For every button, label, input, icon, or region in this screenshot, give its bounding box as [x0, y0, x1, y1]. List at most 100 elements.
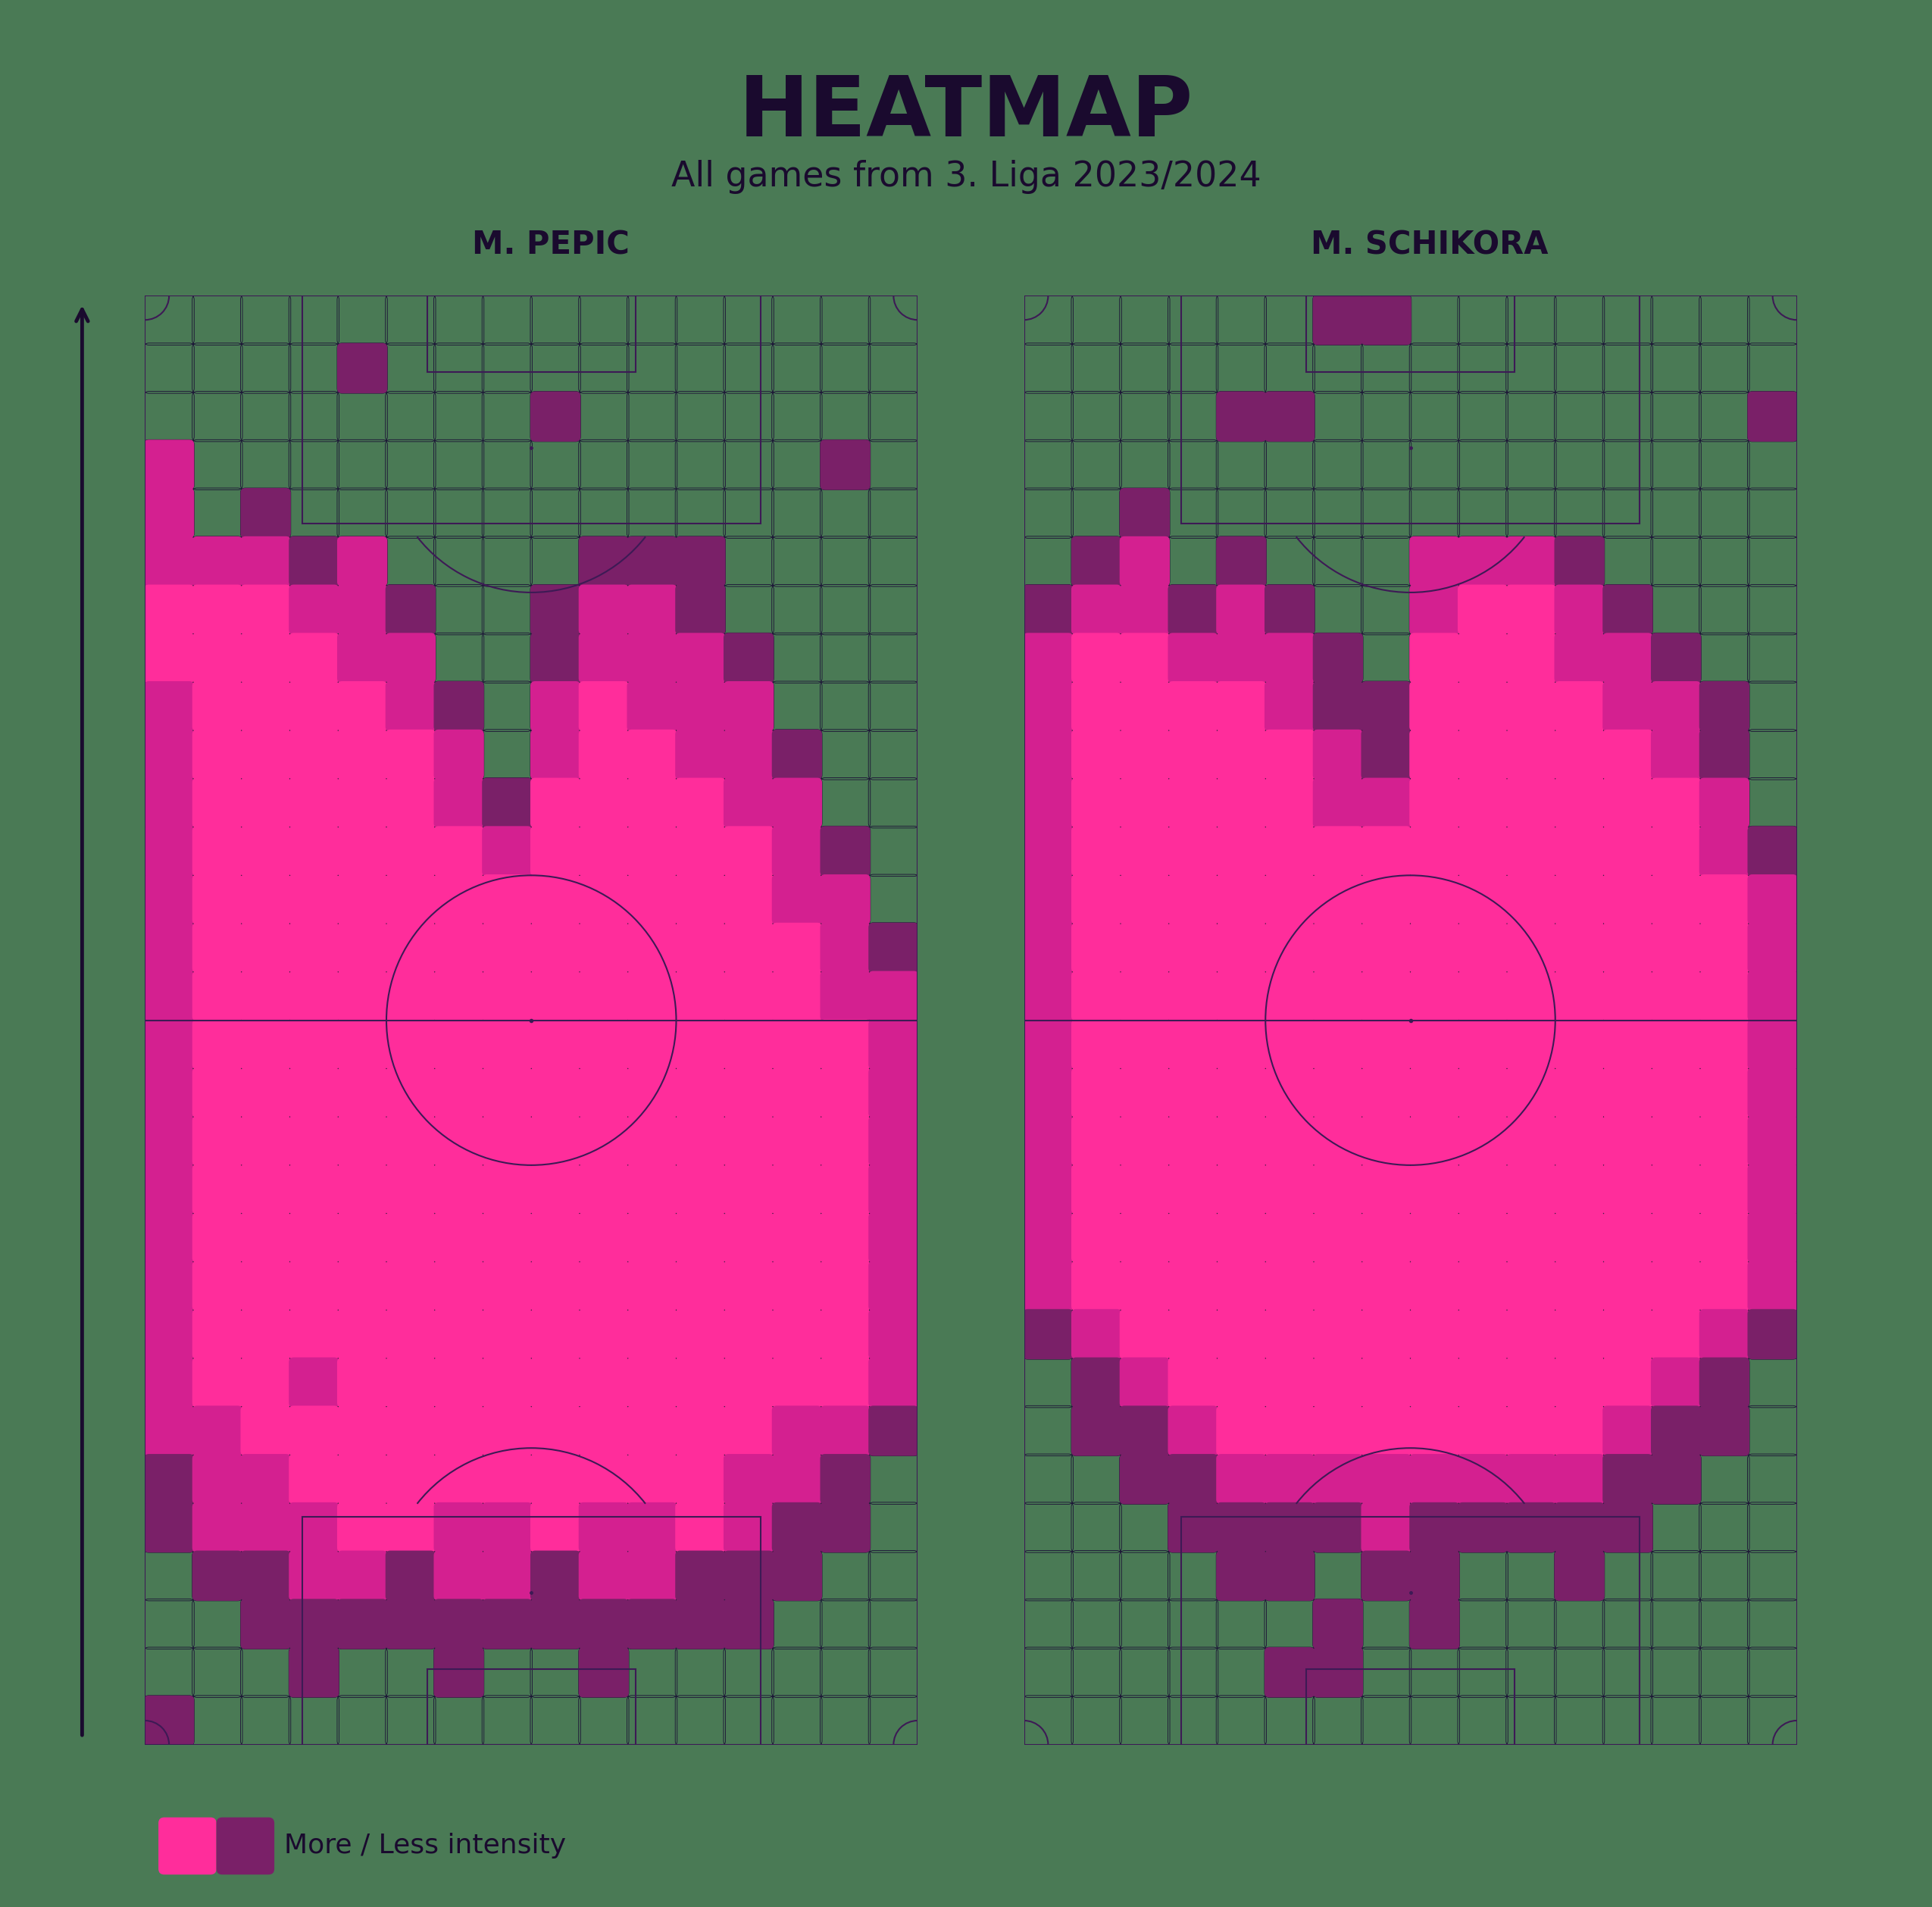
FancyBboxPatch shape	[723, 1163, 773, 1215]
FancyBboxPatch shape	[1167, 1116, 1219, 1165]
FancyBboxPatch shape	[290, 1116, 340, 1165]
FancyBboxPatch shape	[676, 633, 726, 683]
FancyBboxPatch shape	[626, 923, 676, 973]
FancyBboxPatch shape	[290, 1405, 340, 1455]
FancyBboxPatch shape	[1602, 633, 1654, 683]
FancyBboxPatch shape	[143, 1213, 193, 1262]
FancyBboxPatch shape	[676, 536, 726, 587]
FancyBboxPatch shape	[1217, 778, 1267, 828]
FancyBboxPatch shape	[1747, 1018, 1797, 1070]
FancyBboxPatch shape	[1602, 1213, 1654, 1262]
FancyBboxPatch shape	[1264, 1308, 1314, 1360]
FancyBboxPatch shape	[143, 1358, 193, 1407]
FancyBboxPatch shape	[1457, 875, 1507, 925]
FancyBboxPatch shape	[867, 1163, 920, 1215]
Text: M. PEPIC: M. PEPIC	[471, 229, 630, 261]
FancyBboxPatch shape	[1264, 1453, 1314, 1505]
FancyBboxPatch shape	[1360, 1018, 1410, 1070]
FancyBboxPatch shape	[1024, 923, 1074, 973]
FancyBboxPatch shape	[1119, 488, 1171, 538]
FancyBboxPatch shape	[676, 1598, 726, 1650]
FancyBboxPatch shape	[1457, 1018, 1507, 1070]
FancyBboxPatch shape	[723, 1358, 773, 1407]
FancyBboxPatch shape	[1602, 778, 1654, 828]
FancyBboxPatch shape	[1457, 826, 1507, 877]
FancyBboxPatch shape	[433, 730, 483, 780]
FancyBboxPatch shape	[1457, 1213, 1507, 1262]
FancyBboxPatch shape	[1747, 1308, 1797, 1360]
FancyBboxPatch shape	[1408, 826, 1461, 877]
FancyBboxPatch shape	[1408, 971, 1461, 1022]
FancyBboxPatch shape	[1553, 681, 1604, 732]
FancyBboxPatch shape	[336, 1550, 386, 1600]
FancyBboxPatch shape	[290, 1598, 340, 1650]
FancyBboxPatch shape	[386, 1503, 437, 1552]
FancyBboxPatch shape	[1602, 1163, 1654, 1215]
FancyBboxPatch shape	[580, 1453, 628, 1505]
FancyBboxPatch shape	[240, 923, 290, 973]
FancyBboxPatch shape	[240, 1308, 290, 1360]
FancyBboxPatch shape	[1507, 1261, 1557, 1310]
FancyBboxPatch shape	[193, 585, 242, 635]
FancyBboxPatch shape	[1312, 875, 1364, 925]
FancyBboxPatch shape	[193, 875, 242, 925]
FancyBboxPatch shape	[1312, 1453, 1364, 1505]
FancyBboxPatch shape	[819, 1018, 869, 1070]
FancyBboxPatch shape	[819, 1405, 869, 1455]
FancyBboxPatch shape	[529, 730, 580, 780]
FancyBboxPatch shape	[143, 971, 193, 1022]
FancyBboxPatch shape	[1312, 1018, 1364, 1070]
FancyBboxPatch shape	[580, 971, 628, 1022]
FancyBboxPatch shape	[193, 1550, 242, 1600]
FancyBboxPatch shape	[1024, 730, 1074, 780]
FancyBboxPatch shape	[1408, 1163, 1461, 1215]
FancyBboxPatch shape	[1024, 633, 1074, 683]
FancyBboxPatch shape	[336, 971, 386, 1022]
FancyBboxPatch shape	[193, 1453, 242, 1505]
FancyBboxPatch shape	[1167, 826, 1219, 877]
FancyBboxPatch shape	[336, 1018, 386, 1070]
FancyBboxPatch shape	[1650, 730, 1700, 780]
FancyBboxPatch shape	[1264, 778, 1314, 828]
FancyBboxPatch shape	[529, 585, 580, 635]
FancyBboxPatch shape	[433, 826, 483, 877]
FancyBboxPatch shape	[723, 1503, 773, 1552]
FancyBboxPatch shape	[626, 1405, 676, 1455]
FancyBboxPatch shape	[193, 971, 242, 1022]
FancyBboxPatch shape	[1264, 923, 1314, 973]
FancyBboxPatch shape	[1217, 971, 1267, 1022]
Text: More / Less intensity: More / Less intensity	[284, 1833, 566, 1859]
FancyBboxPatch shape	[1167, 730, 1219, 780]
FancyBboxPatch shape	[433, 1308, 483, 1360]
FancyBboxPatch shape	[1553, 1261, 1604, 1310]
FancyBboxPatch shape	[1700, 1261, 1750, 1310]
FancyBboxPatch shape	[1602, 1116, 1654, 1165]
FancyBboxPatch shape	[336, 923, 386, 973]
FancyBboxPatch shape	[143, 633, 193, 683]
FancyBboxPatch shape	[580, 585, 628, 635]
FancyBboxPatch shape	[1700, 1018, 1750, 1070]
FancyBboxPatch shape	[1553, 923, 1604, 973]
FancyBboxPatch shape	[1070, 585, 1121, 635]
FancyBboxPatch shape	[1650, 633, 1700, 683]
FancyBboxPatch shape	[771, 1503, 823, 1552]
FancyBboxPatch shape	[240, 488, 290, 538]
FancyBboxPatch shape	[386, 1068, 437, 1118]
FancyBboxPatch shape	[433, 778, 483, 828]
FancyBboxPatch shape	[867, 1405, 920, 1455]
FancyBboxPatch shape	[433, 1550, 483, 1600]
FancyBboxPatch shape	[580, 1163, 628, 1215]
FancyBboxPatch shape	[1070, 778, 1121, 828]
FancyBboxPatch shape	[580, 730, 628, 780]
FancyBboxPatch shape	[143, 1695, 193, 1745]
FancyBboxPatch shape	[626, 826, 676, 877]
FancyBboxPatch shape	[771, 1308, 823, 1360]
FancyBboxPatch shape	[240, 875, 290, 925]
FancyBboxPatch shape	[483, 778, 531, 828]
FancyBboxPatch shape	[819, 1358, 869, 1407]
FancyBboxPatch shape	[1070, 633, 1121, 683]
FancyBboxPatch shape	[1650, 826, 1700, 877]
FancyBboxPatch shape	[580, 536, 628, 587]
FancyBboxPatch shape	[1700, 1405, 1750, 1455]
FancyBboxPatch shape	[1602, 585, 1654, 635]
